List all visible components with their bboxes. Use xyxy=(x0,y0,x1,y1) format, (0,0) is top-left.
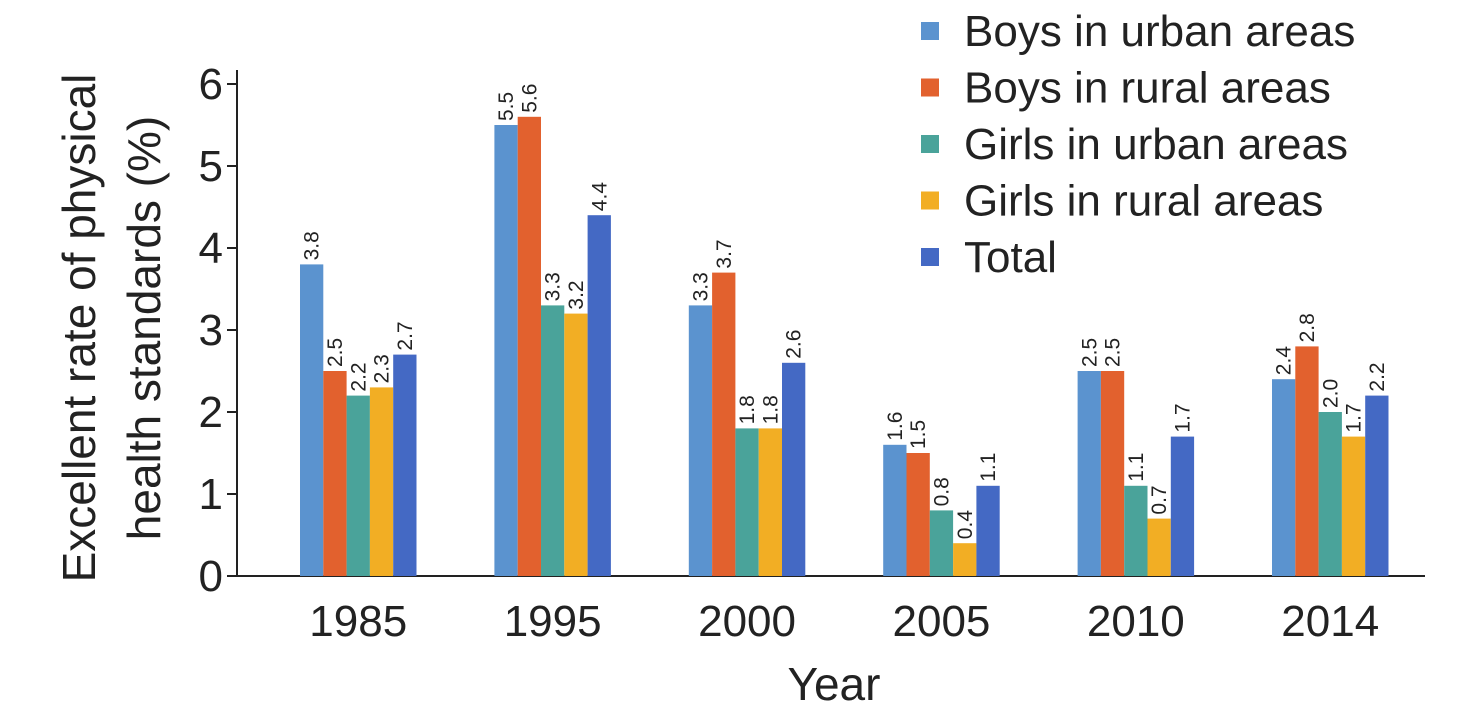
bar xyxy=(1318,412,1342,576)
data-label: 1.8 xyxy=(736,395,759,424)
data-label: 0.7 xyxy=(1148,485,1171,514)
y-tick-label: 4 xyxy=(199,224,223,273)
legend-label: Girls in urban areas xyxy=(964,120,1348,169)
bar xyxy=(782,362,806,576)
bar xyxy=(976,485,1000,576)
data-label: 2.7 xyxy=(394,321,417,350)
data-label: 2.4 xyxy=(1273,346,1296,376)
bar xyxy=(517,116,541,577)
y-tick-label: 1 xyxy=(199,470,223,519)
bar xyxy=(564,313,588,576)
bar xyxy=(1295,346,1319,576)
x-tick-label: 1995 xyxy=(504,597,602,646)
bar xyxy=(393,354,417,576)
data-label: 2.5 xyxy=(1102,338,1125,367)
data-label: 1.1 xyxy=(1125,453,1148,482)
bar xyxy=(541,305,565,576)
bar xyxy=(300,264,324,576)
data-label: 2.0 xyxy=(1319,379,1342,408)
data-label: 3.7 xyxy=(713,239,736,268)
bar xyxy=(929,510,954,576)
data-label: 3.2 xyxy=(565,280,588,309)
bar xyxy=(369,387,394,576)
data-label: 1.8 xyxy=(759,395,782,424)
bar xyxy=(1100,371,1125,576)
bar xyxy=(1341,436,1366,576)
data-label: 1.5 xyxy=(907,420,930,449)
bar xyxy=(323,371,347,576)
bar xyxy=(688,305,713,576)
x-axis-title: Year xyxy=(788,658,881,710)
data-label: 5.5 xyxy=(495,92,518,121)
legend-label: Girls in rural areas xyxy=(964,177,1323,226)
bar xyxy=(346,395,370,576)
legend-swatch xyxy=(921,22,939,40)
y-tick-label: 6 xyxy=(199,60,223,109)
legend-swatch xyxy=(921,248,939,266)
y-axis-title-line-1: Excellent rate of physical xyxy=(53,74,105,583)
data-label: 1.1 xyxy=(977,453,1000,482)
x-tick-label: 2000 xyxy=(698,597,796,646)
bar xyxy=(953,543,977,576)
bar xyxy=(758,428,782,576)
data-label: 2.2 xyxy=(1366,362,1389,391)
bar xyxy=(1365,395,1389,576)
x-tick-label: 2014 xyxy=(1281,597,1379,646)
y-tick-label: 3 xyxy=(199,306,223,355)
data-label: 4.4 xyxy=(588,182,611,212)
bar xyxy=(1272,379,1296,576)
legend-swatch xyxy=(921,191,939,210)
bar xyxy=(1124,485,1148,576)
data-label: 1.7 xyxy=(1171,403,1194,432)
y-tick-label: 2 xyxy=(199,388,223,437)
y-tick-label: 0 xyxy=(199,552,223,601)
y-axis-title: Excellent rate of physical health standa… xyxy=(53,74,170,583)
data-label: 1.7 xyxy=(1343,403,1366,432)
data-label: 0.8 xyxy=(930,477,953,506)
y-tick-label: 5 xyxy=(199,142,223,191)
data-label: 3.3 xyxy=(542,272,565,301)
x-tick-label: 1985 xyxy=(309,597,407,646)
bar xyxy=(735,428,759,576)
bar xyxy=(1170,436,1195,576)
bar xyxy=(587,215,611,576)
y-axis-title-line-2: health standards (%) xyxy=(118,116,170,540)
data-label: 5.6 xyxy=(518,84,541,113)
data-label: 2.3 xyxy=(371,354,394,383)
data-label: 1.6 xyxy=(884,412,907,441)
bar xyxy=(712,272,736,576)
bar xyxy=(906,453,930,576)
x-tick-label: 2005 xyxy=(893,597,991,646)
data-label: 3.3 xyxy=(689,272,712,301)
legend-swatch xyxy=(921,135,939,153)
bar xyxy=(883,444,907,576)
legend-swatch xyxy=(921,78,939,97)
x-tick-label: 2010 xyxy=(1087,597,1185,646)
legend-label: Total xyxy=(964,233,1057,282)
data-label: 2.5 xyxy=(1078,338,1101,367)
data-label: 2.5 xyxy=(324,338,347,367)
data-label: 2.8 xyxy=(1296,313,1319,342)
bar xyxy=(1077,371,1101,576)
legend-label: Boys in urban areas xyxy=(964,7,1355,56)
bar xyxy=(1147,518,1171,576)
data-label: 2.2 xyxy=(347,362,370,391)
legend-label: Boys in rural areas xyxy=(964,64,1331,113)
data-label: 0.4 xyxy=(954,510,977,540)
data-label: 2.6 xyxy=(783,330,806,359)
data-label: 3.8 xyxy=(301,231,324,260)
bar xyxy=(494,125,518,576)
